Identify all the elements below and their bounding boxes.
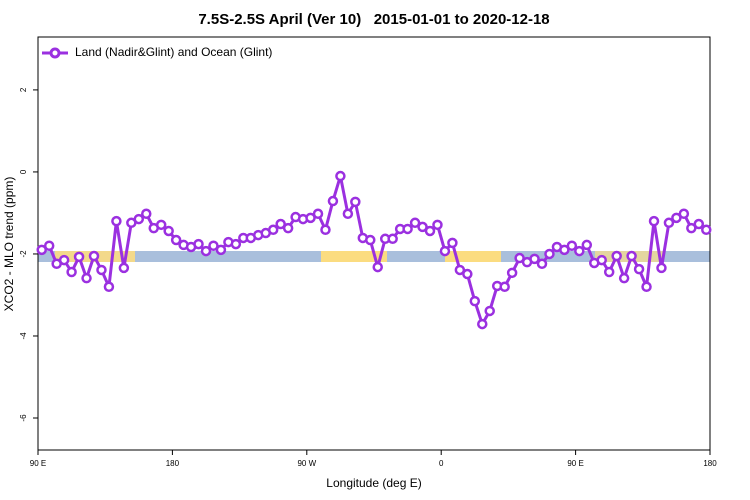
point [230,238,242,250]
point [215,244,227,256]
point [43,240,55,252]
point [88,250,100,262]
point [58,254,70,266]
point [701,224,712,236]
point [693,218,705,230]
point [402,223,413,235]
point [439,245,451,257]
point [432,219,443,231]
ocean-band [38,251,55,262]
point [544,248,555,260]
point [514,252,525,264]
point [618,272,630,284]
point [320,224,331,236]
point [671,212,682,224]
chart-title: 7.5S-2.5S April (Ver 10) 2015-01-01 to 2… [198,11,549,28]
y-axis-label: XCO2 - MLO trend (ppm) [2,177,16,312]
point [141,208,152,220]
point [372,261,383,273]
point [559,244,570,256]
legend-label: Land (Nadir&Glint) and Ocean (Glint) [75,45,272,59]
point [267,224,279,236]
point [611,250,622,262]
point [633,263,645,275]
y-tick-label: 2 [19,87,28,92]
point [208,240,219,252]
point [118,262,130,274]
x-axis-label: Longitude (deg E) [326,476,421,490]
point [81,272,92,284]
point [200,245,212,257]
point [409,217,421,229]
point [484,305,495,317]
point [111,215,122,227]
point [656,262,667,274]
point [641,281,652,293]
point [73,251,85,263]
legend: Land (Nadir&Glint) and Ocean (Glint) [42,45,272,59]
point [170,234,182,246]
point [36,244,47,256]
point [648,215,660,227]
y-tick-label: 0 [19,169,28,174]
point [365,234,376,246]
point [477,318,488,330]
point [574,245,585,257]
point [305,212,316,224]
x-tick-label: 0 [439,459,444,468]
ocean-band [387,251,445,262]
point [66,266,77,278]
point [103,281,115,293]
point [163,225,174,237]
point [417,221,428,233]
point [603,266,615,278]
point [454,264,466,276]
point [282,222,294,234]
land-band [321,251,387,262]
ocean-band [135,251,321,262]
legend-marker [49,47,61,59]
point [566,240,578,252]
point [536,258,548,270]
point [387,233,398,245]
y-tick-label: -6 [19,414,28,422]
x-tick-label: 90 E [567,459,583,468]
point [327,195,339,207]
point [462,268,473,280]
y-tick-label: -2 [19,250,28,258]
x-tick-label: 90 W [297,459,316,468]
point [350,196,361,208]
point [342,208,354,220]
point [335,170,346,182]
point [193,238,204,250]
land-band [445,251,501,262]
point [155,219,167,231]
point [96,264,107,276]
point [275,218,286,230]
point [424,225,436,237]
x-tick-label: 180 [166,459,180,468]
point [312,208,324,220]
point [678,208,690,220]
point [663,217,675,229]
point [447,237,458,249]
series-line [41,174,708,326]
point [469,295,481,307]
point [506,267,518,279]
point [133,213,145,225]
point [499,281,510,293]
x-tick-label: 90 E [30,459,46,468]
plot-frame [37,36,711,451]
point [529,253,540,265]
point [626,250,637,262]
y-tick-label: -4 [19,332,28,340]
point [686,222,697,234]
point [581,239,593,251]
point [596,254,607,266]
x-tick-label: 180 [703,459,717,468]
ocean-band [663,251,710,262]
